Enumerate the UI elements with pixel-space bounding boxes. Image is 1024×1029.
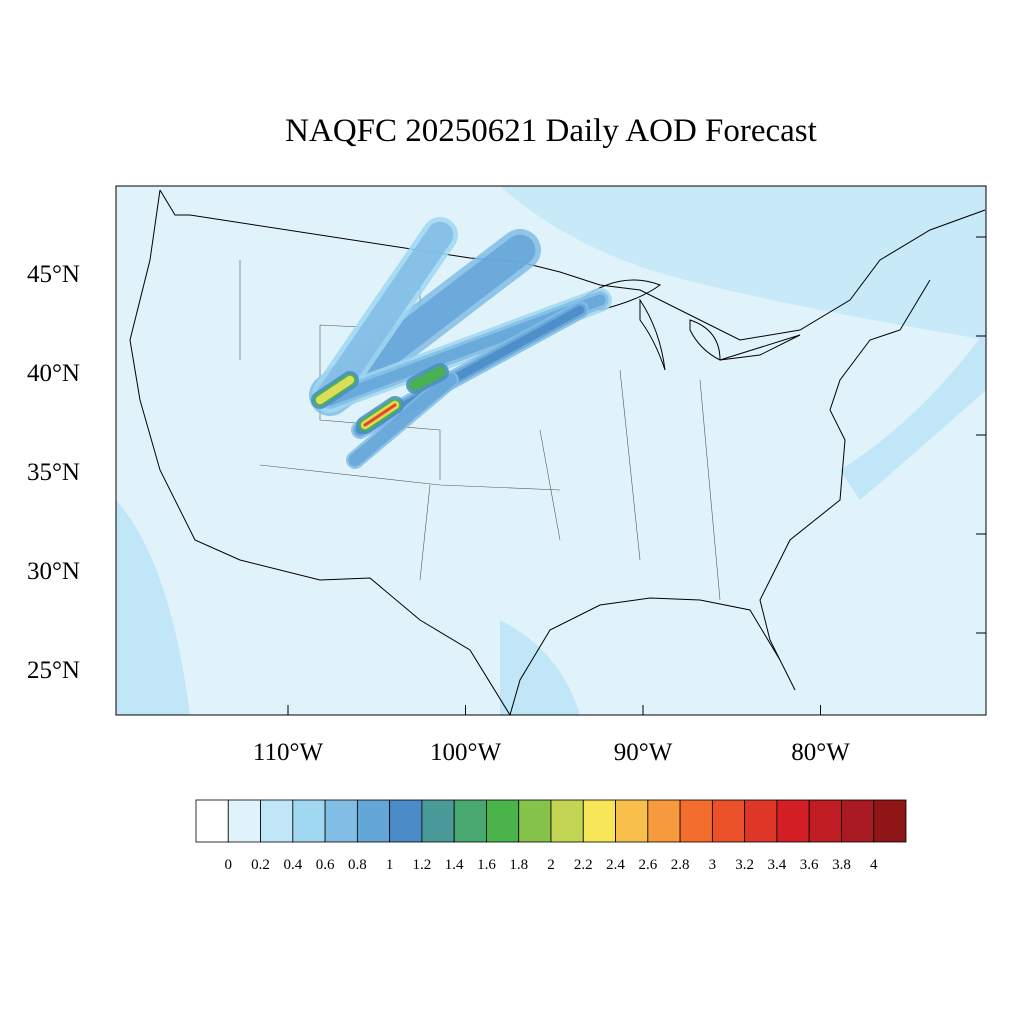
colorbar-box <box>776 799 810 843</box>
colorbar-box <box>873 799 907 843</box>
colorbar-box <box>260 799 294 843</box>
haze <box>500 620 580 715</box>
lat-label: 40°N <box>27 360 80 387</box>
colorbar-box <box>389 799 423 843</box>
colorbar-label: 3.4 <box>768 857 787 873</box>
colorbar-label: 1.8 <box>509 857 528 873</box>
lon-label: 80°W <box>791 739 850 766</box>
lat-label: 45°N <box>27 261 80 288</box>
great-lakes <box>579 279 801 371</box>
colorbar-label: 0.6 <box>316 857 335 873</box>
colorbar-box <box>356 799 391 843</box>
colorbar-box <box>421 799 455 843</box>
colorbar-label: 3.6 <box>800 857 819 873</box>
colorbar-box <box>292 799 326 843</box>
colorbar-label: 2.8 <box>671 857 690 873</box>
colorbar-box <box>711 799 746 843</box>
colorbar-box <box>486 799 520 843</box>
colorbar-box <box>808 799 842 843</box>
colorbar-label: 1 <box>386 857 394 873</box>
colorbar-label: 1.6 <box>477 857 496 873</box>
map-title: NAQFC 20250621 Daily AOD Forecast <box>285 113 817 149</box>
colorbar-label: 0.2 <box>251 857 270 873</box>
map: 25°N 30°N 35°N 40°N 45°N 110°W 100°W 90°W 80°W <box>27 185 987 766</box>
colorbar-box <box>841 799 875 843</box>
colorbar-box <box>195 799 229 843</box>
lon-label: 110°W <box>253 739 324 766</box>
lat-label: 30°N <box>27 558 80 585</box>
colorbar-box <box>679 799 713 843</box>
colorbar-box <box>744 799 778 843</box>
colorbar-label: 3 <box>709 857 717 873</box>
plume <box>410 367 445 390</box>
haze <box>116 500 190 715</box>
colorbar-box <box>647 799 681 843</box>
colorbar-box <box>550 799 584 843</box>
colorbar-label: 0 <box>225 857 233 873</box>
plume <box>364 404 396 426</box>
colorbar-box <box>227 799 261 843</box>
colorbar-label: 1.2 <box>413 857 432 873</box>
lat-label: 35°N <box>27 459 80 486</box>
coastline <box>129 189 986 715</box>
colorbar-box <box>518 799 552 843</box>
plume <box>348 373 457 467</box>
colorbar-label: 3.8 <box>832 857 851 873</box>
haze <box>840 330 986 500</box>
colorbar-label: 1.4 <box>445 857 464 873</box>
colorbar-box <box>615 799 649 843</box>
colorbar-label: 2 <box>547 857 555 873</box>
colorbar-label: 0.8 <box>348 857 367 873</box>
colorbar-label: 0.4 <box>283 857 302 873</box>
aod-field <box>116 186 986 715</box>
plume <box>316 221 454 409</box>
colorbar-label: 2.2 <box>574 857 593 873</box>
haze <box>116 186 986 340</box>
lon-label: 90°W <box>614 739 673 766</box>
colorbar-label: 3.2 <box>735 857 754 873</box>
plume <box>315 375 355 405</box>
colorbar-box <box>324 799 358 843</box>
colorbar-label: 2.4 <box>606 857 625 873</box>
colorbar-box <box>453 799 487 843</box>
colorbar-box <box>582 799 616 843</box>
lon-label: 100°W <box>430 739 501 766</box>
colorbar-label: 2.6 <box>638 857 657 873</box>
map-frame <box>115 185 987 716</box>
colorbar-label: 4 <box>870 857 878 873</box>
colorbar: 0 0.2 0.4 0.6 0.8 1 1.2 1.4 1.6 1.8 2 2.2 2.4 2.6 2.8 3… <box>195 799 907 873</box>
lat-label: 25°N <box>27 657 80 684</box>
